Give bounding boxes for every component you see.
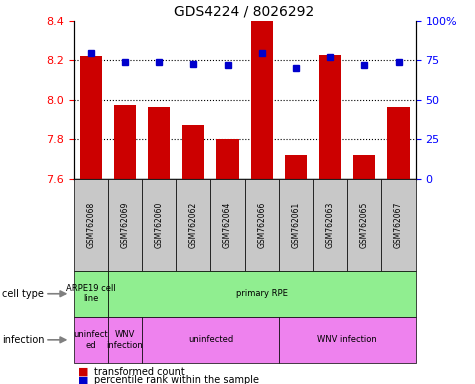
Text: uninfected: uninfected — [188, 335, 233, 344]
Text: GSM762062: GSM762062 — [189, 202, 198, 248]
Text: GSM762066: GSM762066 — [257, 202, 266, 248]
Text: GSM762064: GSM762064 — [223, 202, 232, 248]
Bar — [285, 155, 307, 179]
Title: GDS4224 / 8026292: GDS4224 / 8026292 — [174, 5, 315, 18]
Text: transformed count: transformed count — [94, 367, 184, 377]
Text: WNV infection: WNV infection — [317, 335, 377, 344]
Bar — [217, 139, 238, 179]
Text: GSM762061: GSM762061 — [292, 202, 300, 248]
Bar — [182, 126, 204, 179]
Text: ARPE19 cell
line: ARPE19 cell line — [66, 284, 115, 303]
Bar — [114, 105, 136, 179]
Bar — [319, 55, 341, 179]
Text: GSM762060: GSM762060 — [155, 202, 163, 248]
Text: infection: infection — [2, 335, 45, 345]
Text: primary RPE: primary RPE — [236, 289, 288, 298]
Text: ■: ■ — [78, 367, 89, 377]
Text: ■: ■ — [78, 375, 89, 384]
Bar — [148, 107, 170, 179]
Text: GSM762068: GSM762068 — [86, 202, 95, 248]
Bar — [80, 56, 102, 179]
Text: WNV
infection: WNV infection — [106, 330, 143, 349]
Bar — [388, 107, 409, 179]
Text: cell type: cell type — [2, 289, 44, 299]
Text: GSM762069: GSM762069 — [121, 202, 129, 248]
Text: GSM762065: GSM762065 — [360, 202, 369, 248]
Bar — [251, 21, 273, 179]
Bar — [353, 155, 375, 179]
Text: uninfect
ed: uninfect ed — [74, 330, 108, 349]
Text: percentile rank within the sample: percentile rank within the sample — [94, 375, 258, 384]
Text: GSM762067: GSM762067 — [394, 202, 403, 248]
Text: GSM762063: GSM762063 — [326, 202, 334, 248]
